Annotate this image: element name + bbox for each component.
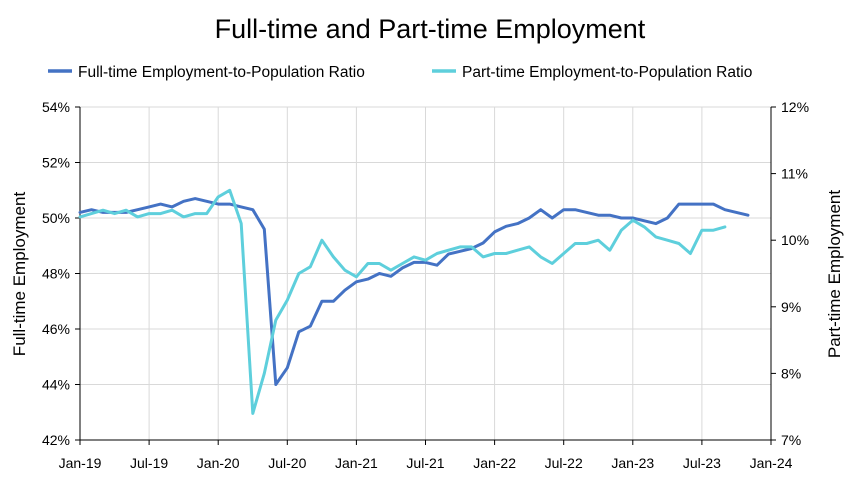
x-tick-label: Jul-19 [130, 455, 168, 471]
x-tick-label: Jan-21 [335, 455, 378, 471]
y-axis-right-ticks: 7% 8% 9% 10% 11% 12% [771, 99, 809, 448]
series-line-part-time [78, 188, 727, 415]
x-tick-label: Jul-23 [683, 455, 721, 471]
y-left-tick-label: 50% [42, 210, 70, 226]
x-axis-ticks: Jan-19 Jul-19 Jan-20 Jul-20 Jan-21 Jul-21 Jan-… [59, 440, 793, 471]
y-right-tick-label: 10% [781, 232, 809, 248]
x-tick-label: Jul-21 [406, 455, 444, 471]
y-axis-left-ticks: 42% 44% 46% 48% 50% 52% 54% [42, 99, 80, 448]
y-left-tick-label: 46% [42, 321, 70, 337]
y-axis-right-label: Part-time Employment [825, 190, 844, 358]
y-left-tick-label: 44% [42, 377, 70, 393]
series-lines [78, 188, 750, 415]
y-left-tick-label: 54% [42, 99, 70, 115]
legend: Full-time Employment-to-Population Ratio… [48, 64, 752, 81]
y-left-tick-label: 48% [42, 266, 70, 282]
y-right-tick-label: 11% [781, 166, 808, 182]
x-tick-label: Jan-19 [59, 455, 102, 471]
x-tick-label: Jan-22 [473, 455, 516, 471]
x-tick-label: Jul-22 [545, 455, 583, 471]
y-right-tick-label: 7% [781, 432, 801, 448]
y-right-tick-label: 8% [781, 365, 801, 381]
x-tick-label: Jan-20 [197, 455, 240, 471]
y-right-tick-label: 12% [781, 99, 809, 115]
legend-label-full-time: Full-time Employment-to-Population Ratio [78, 64, 365, 81]
y-axis-left-label: Full-time Employment [10, 192, 29, 357]
x-tick-label: Jan-24 [750, 455, 793, 471]
y-left-tick-label: 42% [42, 432, 70, 448]
x-tick-label: Jul-20 [268, 455, 306, 471]
y-left-tick-label: 52% [42, 155, 70, 171]
y-right-tick-label: 9% [781, 299, 801, 315]
series-line-full-time [78, 197, 750, 386]
legend-label-part-time: Part-time Employment-to-Population Ratio [462, 64, 752, 81]
chart-title: Full-time and Part-time Employment [215, 14, 646, 44]
x-tick-label: Jan-23 [611, 455, 654, 471]
